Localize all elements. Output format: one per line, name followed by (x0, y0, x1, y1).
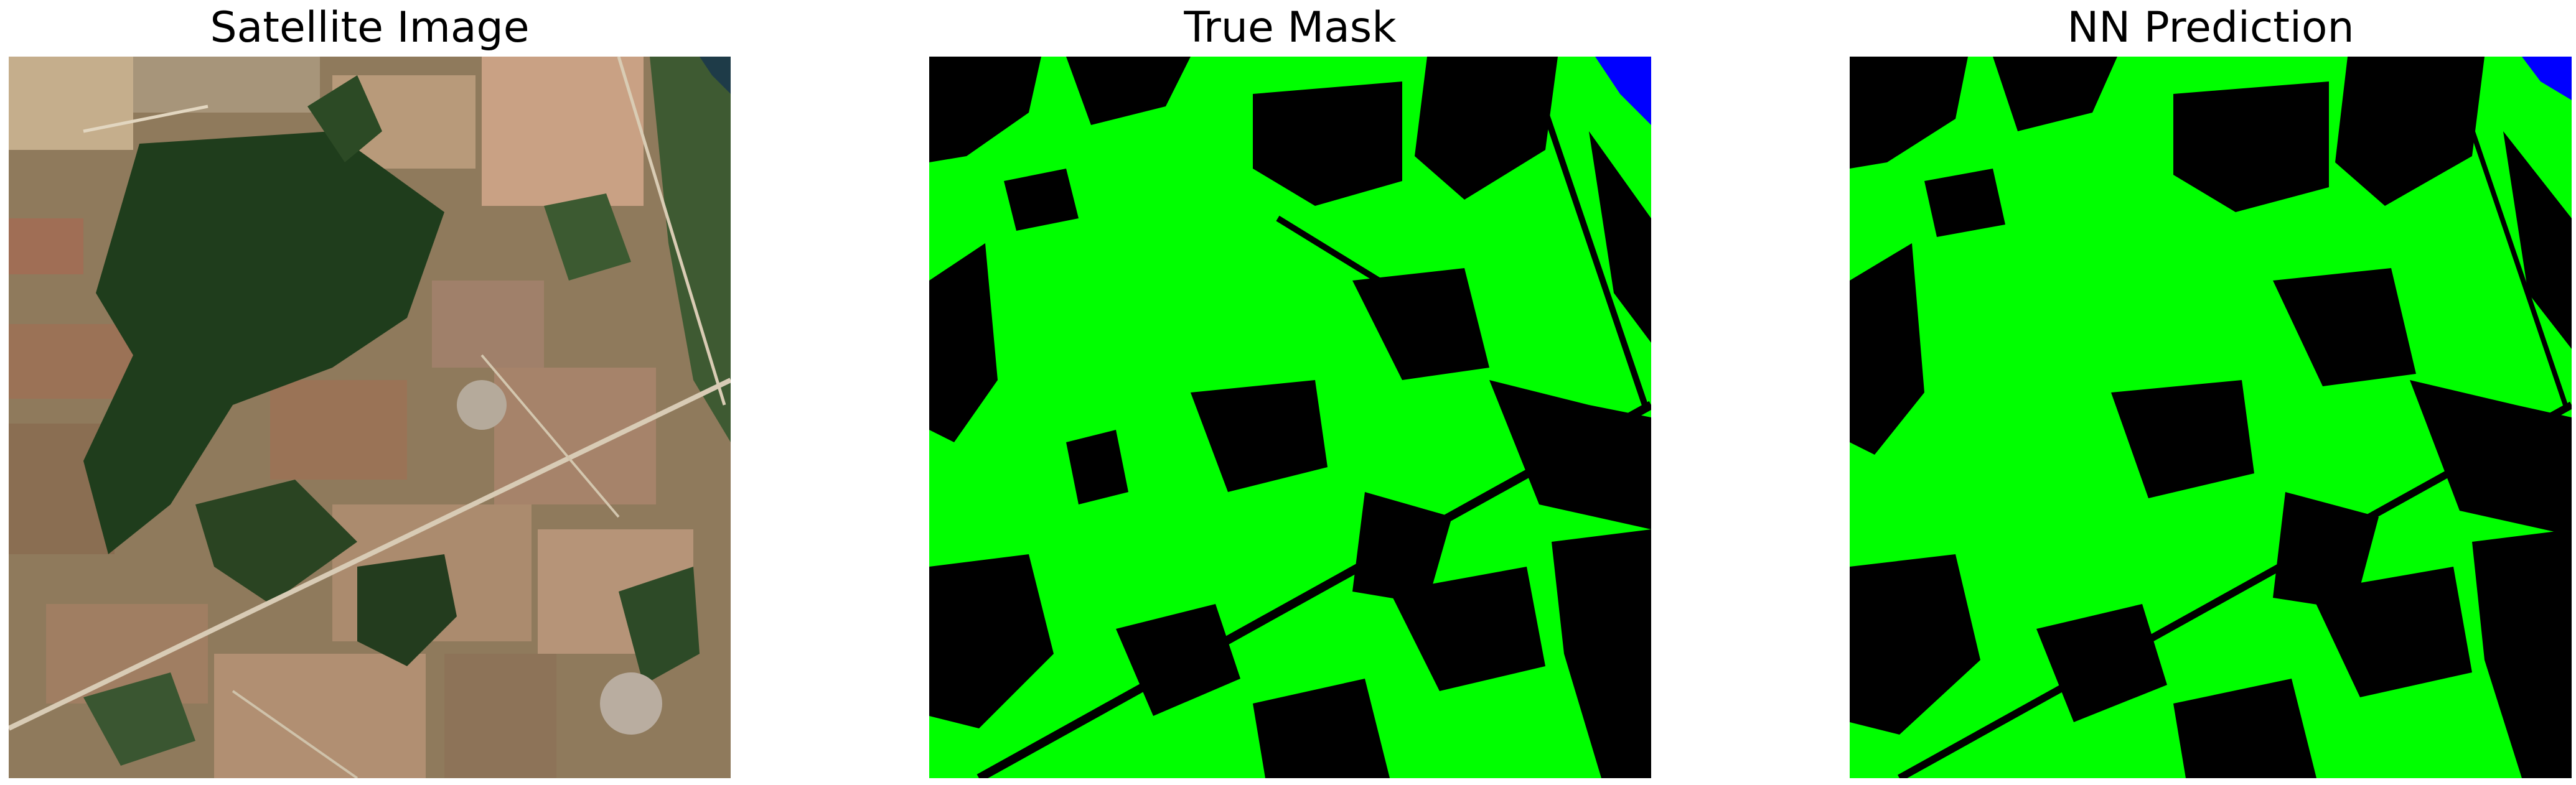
nn-prediction-image (1850, 57, 2572, 778)
panel-satellite-image: Satellite Image (9, 0, 731, 785)
panel-title-true-mask: True Mask (1184, 3, 1397, 52)
panel-title-nn-prediction: NN Prediction (2067, 3, 2354, 52)
panel-nn-prediction: NN Prediction (1850, 0, 2572, 785)
true-mask-image (929, 57, 1651, 778)
panel-true-mask: True Mask (929, 0, 1651, 785)
panel-title-satellite: Satellite Image (210, 3, 530, 52)
satellite-image (9, 57, 731, 778)
